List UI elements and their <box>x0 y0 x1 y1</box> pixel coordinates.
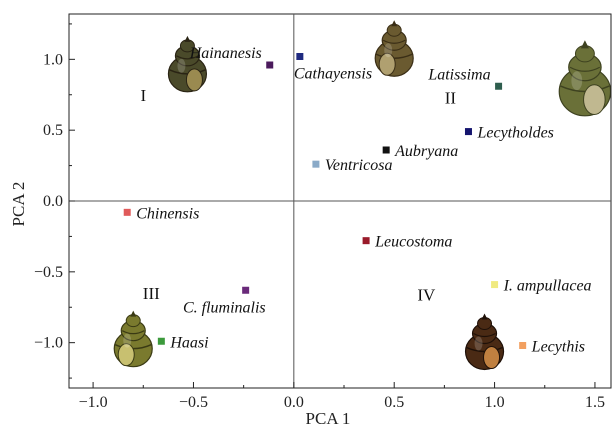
point-label: C. fluminalis <box>183 299 266 316</box>
point-label: Latissima <box>427 66 490 83</box>
quadrant-label: I <box>140 86 146 105</box>
data-point <box>382 146 390 154</box>
x-tick-label: 1.0 <box>485 394 505 411</box>
x-tick-label: 1.5 <box>585 394 605 411</box>
data-points: Hainanesis Cathayensis Latissima Lecytholde… <box>123 45 592 356</box>
point-label: Haasi <box>169 334 208 351</box>
y-tick-label: −0.5 <box>34 264 63 281</box>
y-tick-label: 0.5 <box>43 122 63 139</box>
point-label: Chinensis <box>136 205 199 222</box>
point-label: Aubryana <box>394 143 458 160</box>
point-label: Leucostoma <box>374 234 452 251</box>
snail-shell-latissima <box>558 40 612 117</box>
data-point <box>123 208 131 216</box>
x-tick-label: −0.5 <box>179 394 208 411</box>
point-label: Ventricosa <box>325 157 393 174</box>
quadrant-label: II <box>445 89 457 108</box>
x-axis-ticks: −1.0 −0.5 0.0 0.5 1.0 1.5 <box>79 382 605 411</box>
x-tick-label: −1.0 <box>79 394 108 411</box>
shell-images <box>113 20 612 371</box>
point-label: Cathayensis <box>294 66 372 83</box>
snail-shell-cathayensis <box>374 20 414 77</box>
y-axis-ticks: −1.0 −0.5 0.0 0.5 1.0 <box>34 23 75 379</box>
data-point <box>362 237 370 245</box>
data-point <box>464 128 472 136</box>
data-point <box>296 53 304 60</box>
snail-shell-hainanesis <box>167 35 208 93</box>
reference-lines <box>69 14 611 388</box>
point-label: Lecythis <box>531 339 585 356</box>
data-point <box>312 160 320 168</box>
y-tick-label: 1.0 <box>43 51 63 68</box>
data-point <box>266 61 274 69</box>
snail-shell-haasi <box>113 310 153 368</box>
x-tick-label: 0.5 <box>384 394 404 411</box>
data-point <box>242 286 250 294</box>
y-axis-label: PCA 2 <box>9 182 28 227</box>
data-point <box>157 337 165 345</box>
quadrant-label: IV <box>417 286 436 305</box>
y-tick-label: 0.0 <box>43 193 63 210</box>
y-tick-label: −1.0 <box>34 335 63 352</box>
data-point <box>519 342 527 349</box>
x-axis-label: PCA 1 <box>306 409 351 428</box>
quadrant-label: III <box>143 284 160 303</box>
point-label: I. ampullacea <box>503 278 592 295</box>
point-label: Lecytholdes <box>476 125 553 142</box>
data-point <box>491 281 499 289</box>
snail-shell-lecythis <box>464 313 505 371</box>
point-label: Hainanesis <box>189 45 262 62</box>
x-tick-label: 0.0 <box>284 394 304 411</box>
data-point <box>495 82 503 90</box>
